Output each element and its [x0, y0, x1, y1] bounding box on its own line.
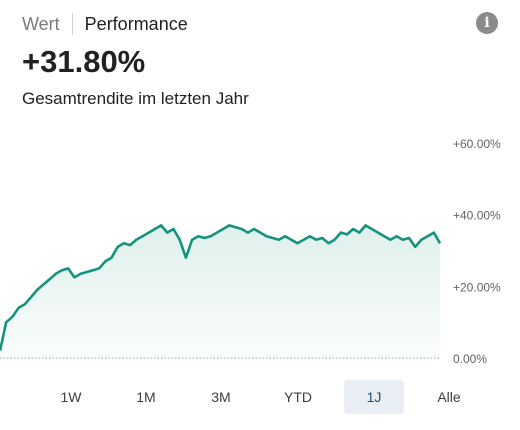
range-button-1w[interactable]: 1W — [60, 389, 82, 405]
time-range-selector: 1W 1M 3M YTD 1J Alle — [0, 380, 520, 414]
range-button-1m[interactable]: 1M — [136, 389, 156, 405]
range-button-1j[interactable]: 1J — [344, 380, 404, 414]
tab-performance[interactable]: Performance — [84, 14, 188, 34]
y-tick-label: +40.00% — [453, 209, 501, 223]
tab-divider — [71, 13, 73, 35]
y-tick-label: +60.00% — [453, 137, 501, 151]
performance-chart[interactable]: +60.00% +40.00% +20.00% 0.00% — [0, 125, 520, 370]
y-tick-label: 0.00% — [453, 352, 487, 366]
range-button-ytd[interactable]: YTD — [284, 389, 312, 405]
range-button-alle[interactable]: Alle — [437, 389, 461, 405]
tab-value[interactable]: Wert — [22, 14, 60, 34]
total-return-value: +31.80% — [22, 44, 146, 79]
chart-series-line — [0, 224, 442, 352]
chart-area-fill — [0, 225, 440, 358]
info-icon[interactable]: i — [476, 12, 498, 34]
total-return-caption: Gesamtrendite im letzten Jahr — [22, 89, 249, 108]
range-button-3m[interactable]: 3M — [211, 389, 231, 405]
y-tick-label: +20.00% — [453, 280, 501, 294]
view-tabs: Wert Performance — [22, 12, 188, 36]
